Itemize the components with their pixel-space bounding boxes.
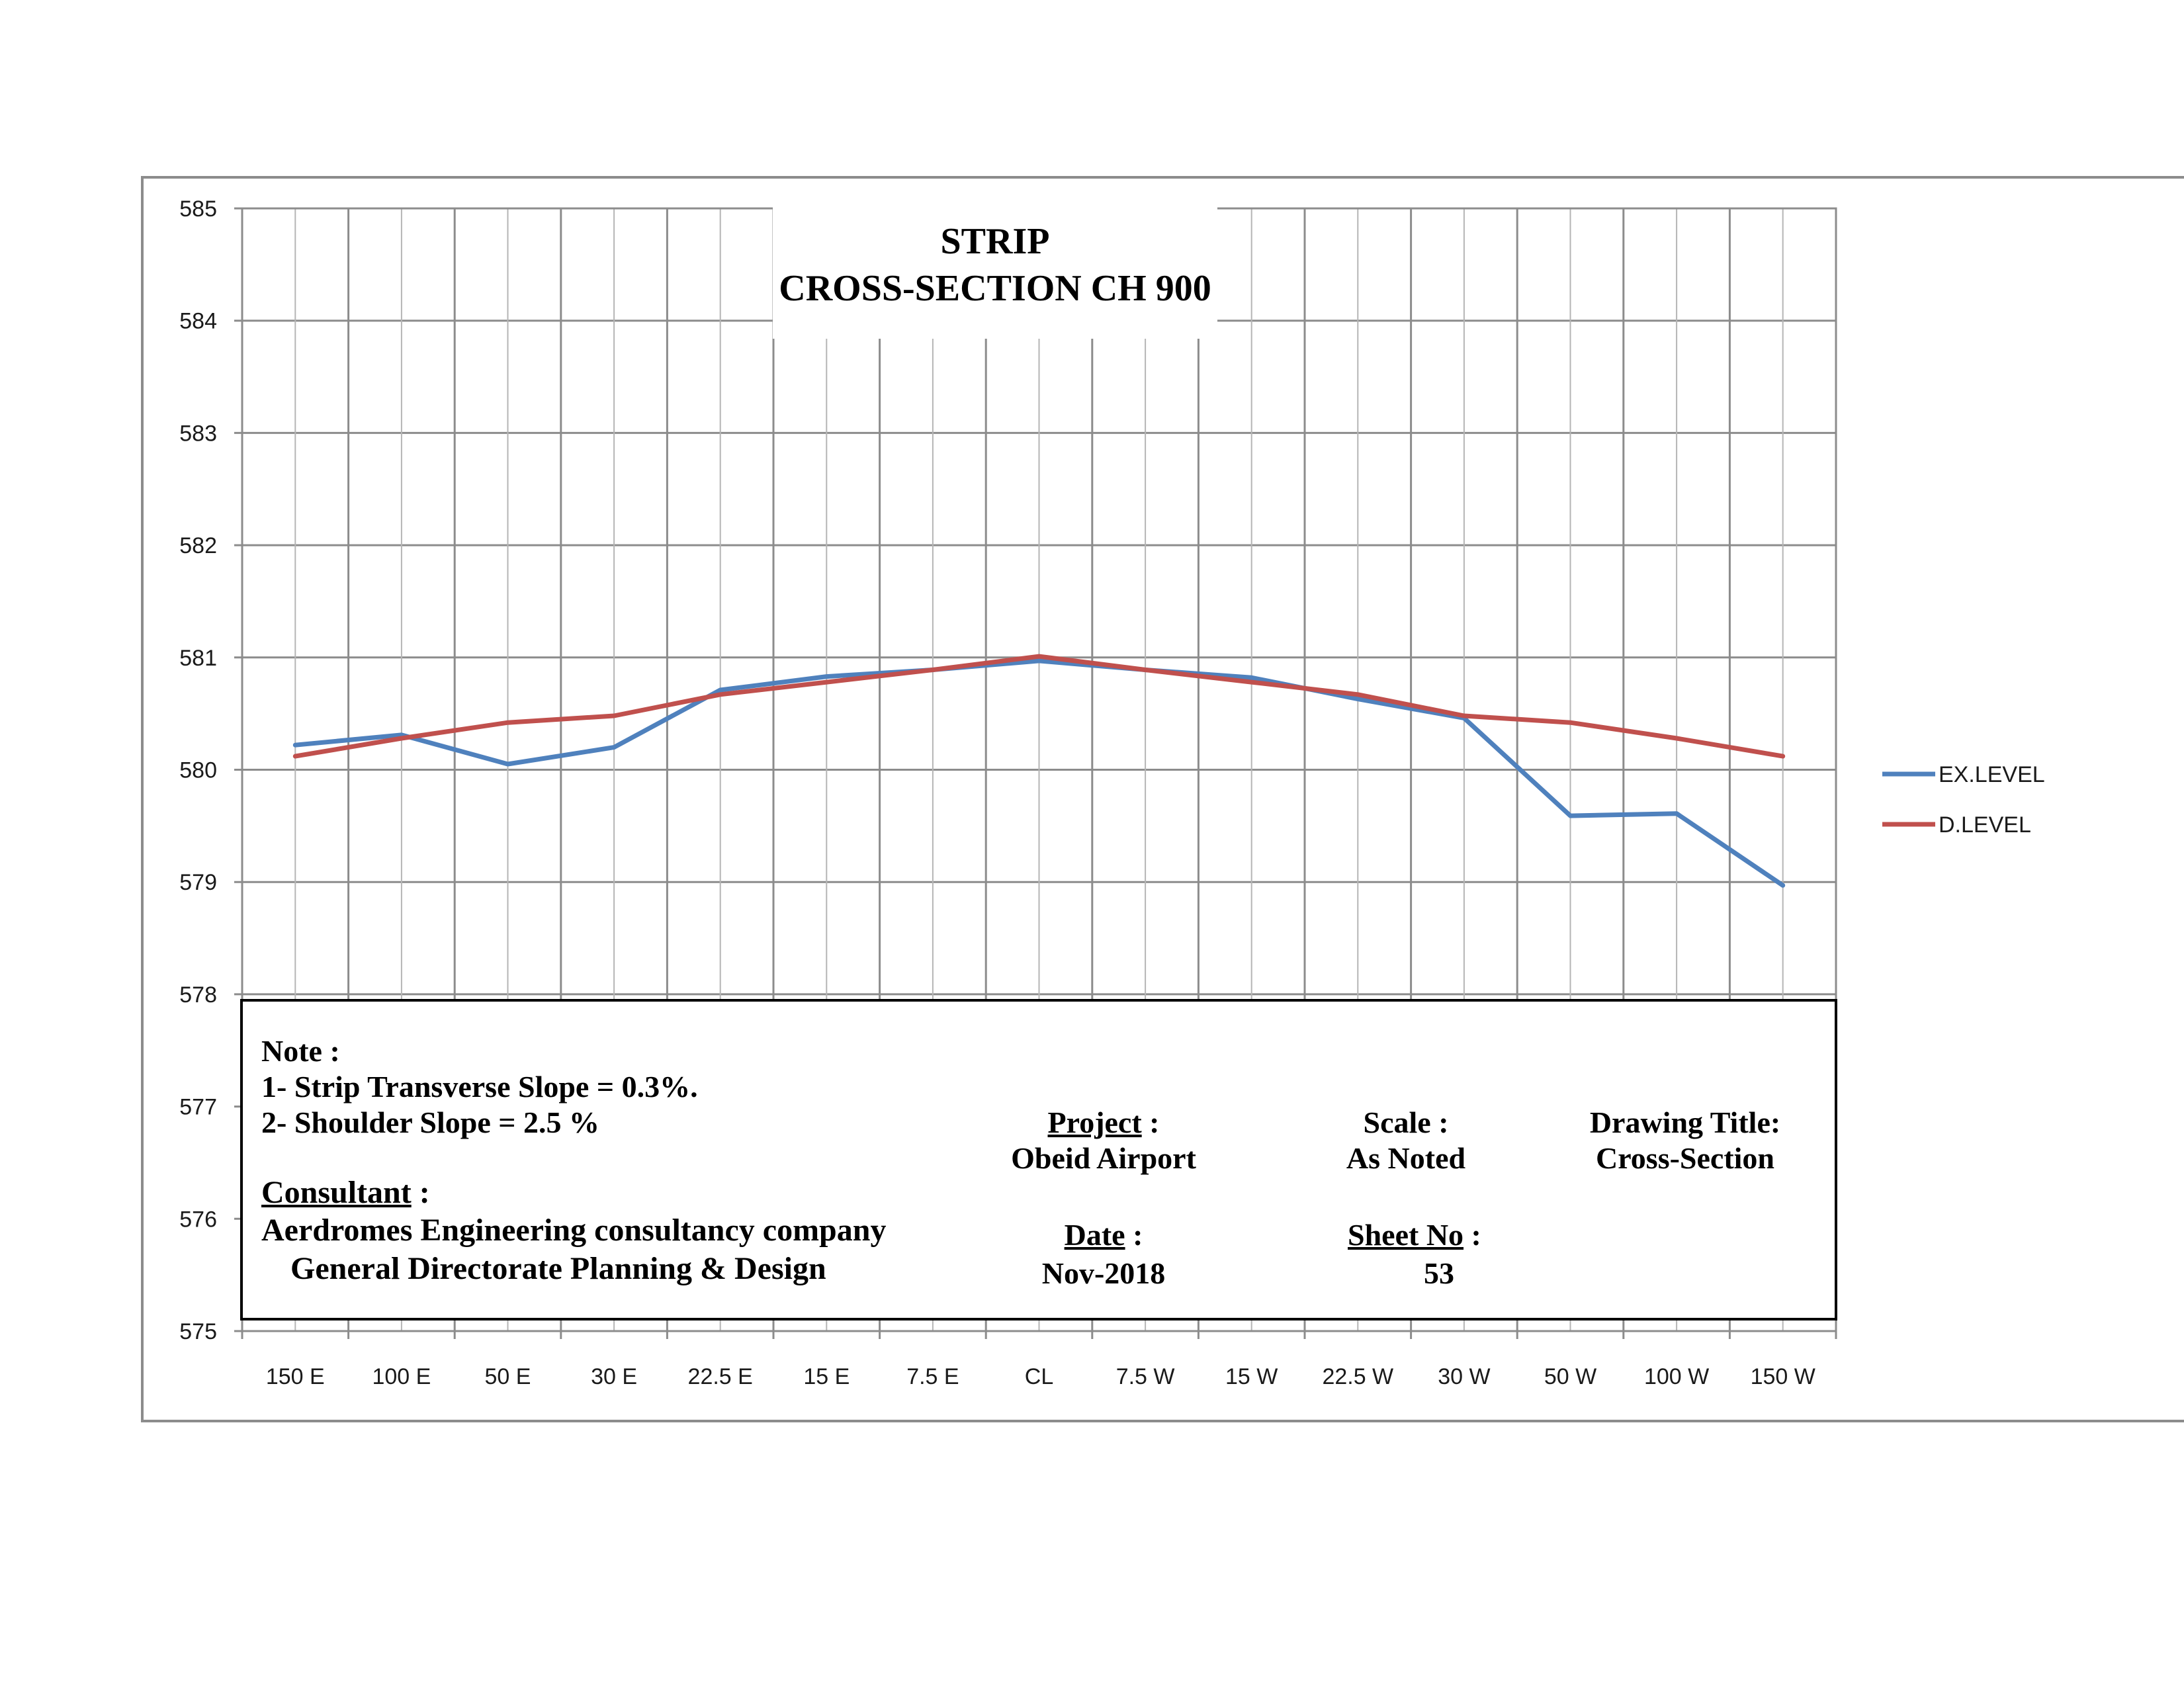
y-tick-label: 578 [179, 982, 217, 1008]
drawing-info-box: Note : 1- Strip Transverse Slope = 0.3%.… [240, 999, 1837, 1320]
sheet-heading: Sheet No : [1348, 1220, 1481, 1250]
drawing-title-label: Drawing Title: [1589, 1105, 1781, 1139]
legend-label: EX.LEVEL [1939, 762, 2045, 787]
project-label: Project [1047, 1105, 1142, 1139]
sheet-colon: : [1463, 1218, 1481, 1252]
y-tick-label: 581 [179, 646, 217, 671]
legend-label: D.LEVEL [1939, 812, 2031, 838]
x-tick-label: 15 W [1225, 1364, 1278, 1389]
x-tick-label: CL [1025, 1364, 1053, 1389]
date-colon: : [1125, 1218, 1143, 1252]
note-line-2: 2- Shoulder Slope = 2.5 % [261, 1105, 600, 1139]
x-tick-label: 7.5 E [906, 1364, 959, 1389]
y-tick-label: 579 [179, 870, 217, 895]
drawing-title-value: Cross-Section [1595, 1141, 1775, 1175]
note-heading: Note : [261, 1034, 340, 1068]
consultant-colon: : [411, 1175, 430, 1210]
y-tick-label: 577 [179, 1095, 217, 1120]
x-tick-label: 22.5 W [1322, 1364, 1393, 1389]
project-value: Obeid Airport [1011, 1141, 1196, 1175]
project-heading: Project : [1048, 1107, 1160, 1138]
y-tick-label: 580 [179, 758, 217, 783]
x-tick-label: 30 E [591, 1364, 637, 1389]
x-tick-label: 15 E [803, 1364, 850, 1389]
series-line-d-level [292, 654, 1786, 759]
y-tick-label: 585 [179, 196, 217, 222]
x-tick-label: 7.5 W [1116, 1364, 1175, 1389]
x-tick-label: 50 E [485, 1364, 531, 1389]
series-lines [292, 654, 1786, 888]
series-line-ex-level [292, 658, 1786, 888]
legend: EX.LEVEL D.LEVEL [1882, 762, 2045, 838]
chart-area-border [141, 176, 2184, 1422]
project-colon: : [1141, 1105, 1160, 1139]
sheet-label: Sheet No [1348, 1218, 1464, 1252]
consultant-line-2: General Directorate Planning & Design [290, 1251, 826, 1286]
y-tick-label: 583 [179, 421, 217, 446]
chart-title-line1: STRIP [941, 221, 1050, 262]
y-axis: 585 584 583 582 581 580 579 578 577 576 575 [179, 196, 217, 1344]
y-tick-label: 584 [179, 309, 217, 334]
title-box [773, 206, 1217, 339]
sheet-value: 53 [1424, 1256, 1454, 1290]
scale-label: Scale : [1363, 1105, 1449, 1139]
date-heading: Date : [1065, 1220, 1143, 1250]
note-line-1: 1- Strip Transverse Slope = 0.3%. [261, 1070, 698, 1103]
consultant-line-1: Aerdromes Engineering consultancy compan… [261, 1213, 887, 1248]
date-label: Date [1064, 1218, 1125, 1252]
y-tick-label: 576 [179, 1207, 217, 1232]
date-value: Nov-2018 [1041, 1256, 1166, 1290]
y-tick-label: 582 [179, 533, 217, 558]
scale-value: As Noted [1346, 1141, 1466, 1175]
x-tick-label: 30 W [1438, 1364, 1490, 1389]
x-axis: 150 E 100 E 50 E 30 E 22.5 E 15 E 7.5 E CL 7.5 W… [266, 1364, 1815, 1389]
chart-title-line2: CROSS-SECTION CH 900 [779, 268, 1211, 309]
x-tick-label: 150 W [1751, 1364, 1815, 1389]
x-tick-label: 50 W [1544, 1364, 1596, 1389]
x-tick-label: 22.5 E [688, 1364, 753, 1389]
consultant-label: Consultant [261, 1175, 412, 1210]
x-tick-label: 100 E [372, 1364, 431, 1389]
y-tick-label: 575 [179, 1319, 217, 1344]
consultant-heading: Consultant : [261, 1177, 430, 1209]
x-tick-label: 100 W [1644, 1364, 1709, 1389]
x-tick-label: 150 E [266, 1364, 325, 1389]
